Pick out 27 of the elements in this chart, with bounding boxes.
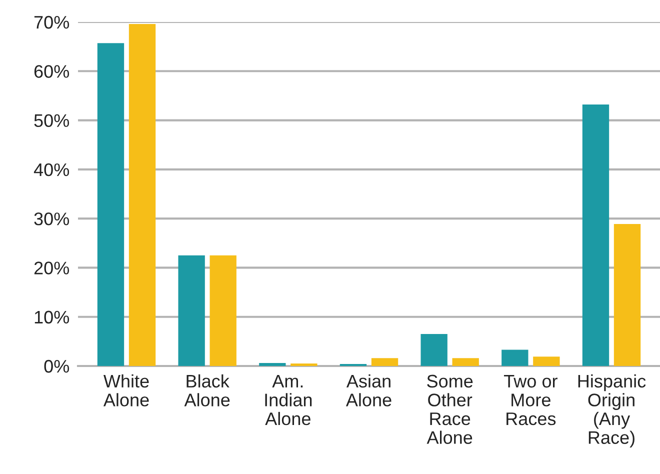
x-tick-label: White Alone bbox=[103, 374, 149, 406]
y-tick-label: 30% bbox=[34, 212, 70, 226]
bar bbox=[533, 356, 560, 366]
y-tick-label: 40% bbox=[34, 163, 70, 176]
bar bbox=[452, 358, 479, 366]
bar bbox=[210, 255, 236, 366]
bar bbox=[614, 224, 641, 366]
bar bbox=[420, 334, 448, 366]
bar bbox=[259, 363, 286, 366]
y-tick-label: 50% bbox=[34, 114, 70, 128]
y-tick-label: 10% bbox=[34, 310, 70, 324]
x-tick-label: Some Other Race Alone bbox=[426, 374, 473, 444]
x-tick-label: Two or More Races bbox=[504, 374, 558, 426]
bar bbox=[371, 358, 398, 366]
y-tick-label: 0% bbox=[44, 360, 70, 373]
bar bbox=[97, 43, 124, 366]
bar bbox=[582, 104, 610, 366]
x-tick-label: Asian Alone bbox=[346, 374, 392, 406]
bar bbox=[178, 255, 205, 366]
bar bbox=[502, 350, 528, 366]
x-tick-label: Hispanic Origin (Any Race) bbox=[578, 374, 646, 448]
y-tick-label: 60% bbox=[34, 65, 70, 78]
y-tick-label: 70% bbox=[34, 16, 70, 29]
x-tick-label: Black Alone bbox=[184, 374, 230, 406]
y-tick-label: 20% bbox=[34, 262, 70, 274]
bar bbox=[128, 24, 156, 366]
x-tick-label: Am. Indian Alone bbox=[265, 374, 312, 426]
